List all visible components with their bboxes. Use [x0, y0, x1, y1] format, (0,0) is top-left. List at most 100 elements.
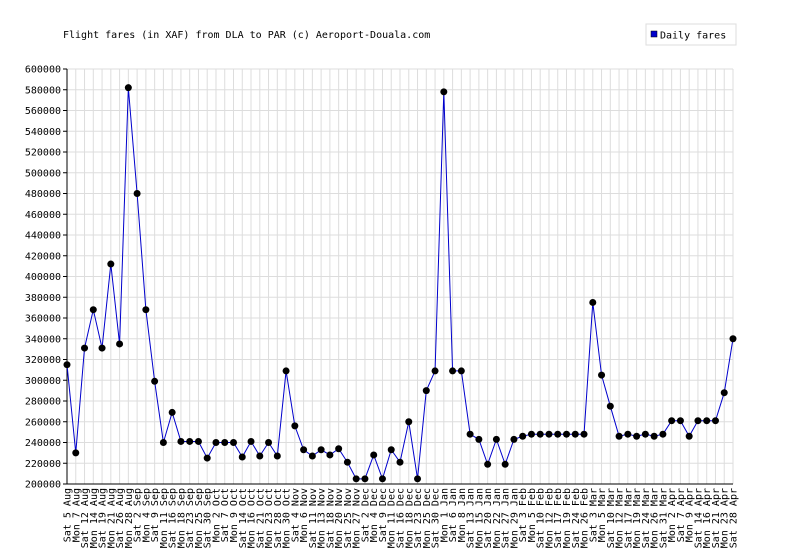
x-tick-label: Sat 3 Mar: [588, 488, 599, 542]
point: [519, 432, 527, 440]
point: [256, 452, 264, 460]
point: [81, 344, 89, 352]
y-tick-label: 480000: [25, 189, 61, 200]
point: [230, 439, 237, 446]
x-tick-label: Sat 18 Nov: [325, 488, 336, 548]
x-tick-label: Mon 5 Feb: [527, 488, 538, 542]
x-tick-label: Mon 18 Dec: [404, 488, 415, 548]
y-tick-label: 240000: [25, 438, 61, 449]
x-tick-label: Mon 22 Jan: [492, 488, 503, 548]
point: [492, 435, 500, 443]
x-tick-label: Mon 25 Dec: [422, 488, 433, 548]
x-tick-label: Sat 30 Dec: [431, 488, 442, 548]
x-tick-label: Sat 28 Apr: [729, 488, 740, 548]
x-tick-label: Sat 7 Oct: [220, 488, 231, 542]
x-tick-label: Mon 9 Apr: [685, 488, 696, 542]
x-tick-label: Sat 30 Sep: [203, 488, 214, 548]
point: [694, 417, 702, 425]
x-tick-label: Mon 27 Nov: [352, 488, 363, 548]
x-tick-label: Mon 29 Jan: [509, 488, 520, 548]
x-tick-label: Mon 26 Mar: [650, 488, 661, 548]
x-tick-label: Sat 10 Mar: [606, 488, 617, 548]
y-tick-label: 280000: [25, 397, 61, 408]
x-tick-label: Mon 26 Feb: [580, 488, 591, 548]
y-tick-label: 200000: [25, 480, 61, 491]
x-tick-label: Mon 12 Mar: [615, 488, 626, 548]
point: [563, 430, 570, 438]
point: [624, 430, 632, 438]
y-tick-label: 460000: [25, 210, 61, 221]
point: [186, 437, 194, 445]
point: [729, 335, 737, 343]
x-tick-label: Sat 23 Dec: [413, 488, 424, 548]
chart-title: Flight fares (in XAF) from DLA to PAR (c…: [63, 30, 430, 41]
x-tick-label: Sat 9 Dec: [378, 488, 389, 542]
point: [194, 437, 202, 445]
x-tick-label: Mon 14 Aug: [89, 488, 100, 548]
point: [273, 452, 281, 460]
x-tick-label: Mon 18 Sep: [176, 488, 187, 548]
point: [703, 417, 711, 425]
x-tick-label: Sat 3 Feb: [518, 488, 529, 542]
point: [247, 437, 255, 445]
x-tick-label: Sat 21 Oct: [255, 488, 266, 548]
y-tick-label: 600000: [25, 65, 61, 76]
point: [422, 387, 430, 395]
point: [282, 367, 290, 375]
x-tick-label: Mon 28 Aug: [124, 488, 135, 548]
x-tick-label: Sat 6 Jan: [448, 488, 459, 542]
point: [606, 402, 614, 410]
point: [361, 475, 369, 483]
x-tick-label: Sat 28 Oct: [273, 488, 284, 548]
x-tick-label: Sat 26 Aug: [115, 488, 126, 548]
x-tick-label: Mon 5 Mar: [597, 488, 608, 542]
point: [265, 439, 273, 446]
x-tick-label: Sat 23 Sep: [185, 488, 196, 548]
x-tick-label: Mon 16 Apr: [702, 488, 713, 548]
x-tick-label: Sat 5 Aug: [63, 488, 74, 542]
x-tick-label: Mon 7 Aug: [71, 488, 82, 542]
point: [326, 451, 334, 459]
x-tick-label: Sat 16 Sep: [168, 488, 179, 548]
x-tick-label: Sat 9 Sep: [150, 488, 161, 542]
point: [527, 430, 535, 438]
point: [484, 460, 492, 468]
x-tick-label: Sat 2 Sep: [133, 488, 144, 542]
x-tick-label: Sat 12 Aug: [80, 488, 91, 548]
x-tick-label: Sat 24 Feb: [571, 488, 582, 548]
x-tick-label: Sat 31 Mar: [658, 488, 669, 548]
point: [598, 371, 606, 379]
point: [396, 458, 404, 466]
point: [300, 446, 308, 454]
point: [431, 367, 439, 375]
x-tick-label: Mon 11 Dec: [387, 488, 398, 548]
y-tick-label: 320000: [25, 355, 61, 366]
point: [501, 460, 509, 468]
point: [510, 435, 518, 443]
y-tick-label: 300000: [25, 376, 61, 387]
legend-box: [645, 23, 737, 46]
y-tick-label: 440000: [25, 231, 61, 242]
point: [335, 445, 343, 453]
y-tick-label: 580000: [25, 85, 61, 96]
point: [414, 475, 422, 483]
point: [291, 422, 299, 430]
point: [142, 306, 150, 314]
x-tick-label: Sat 19 Aug: [98, 488, 109, 548]
point: [589, 298, 597, 306]
x-tick-label: Sat 25 Nov: [343, 488, 354, 548]
point: [107, 260, 115, 268]
point: [685, 432, 693, 440]
point: [571, 430, 579, 438]
point: [308, 452, 316, 460]
point: [720, 389, 728, 397]
x-tick-label: Sat 10 Feb: [536, 488, 547, 548]
x-tick-label: Mon 25 Sep: [194, 488, 205, 548]
point: [72, 449, 80, 457]
x-tick-label: Sat 24 Mar: [641, 488, 652, 548]
point: [554, 430, 562, 438]
x-tick-label: Sat 2 Dec: [360, 488, 371, 542]
x-tick-label: Sat 14 Apr: [693, 488, 704, 548]
point: [168, 408, 176, 416]
